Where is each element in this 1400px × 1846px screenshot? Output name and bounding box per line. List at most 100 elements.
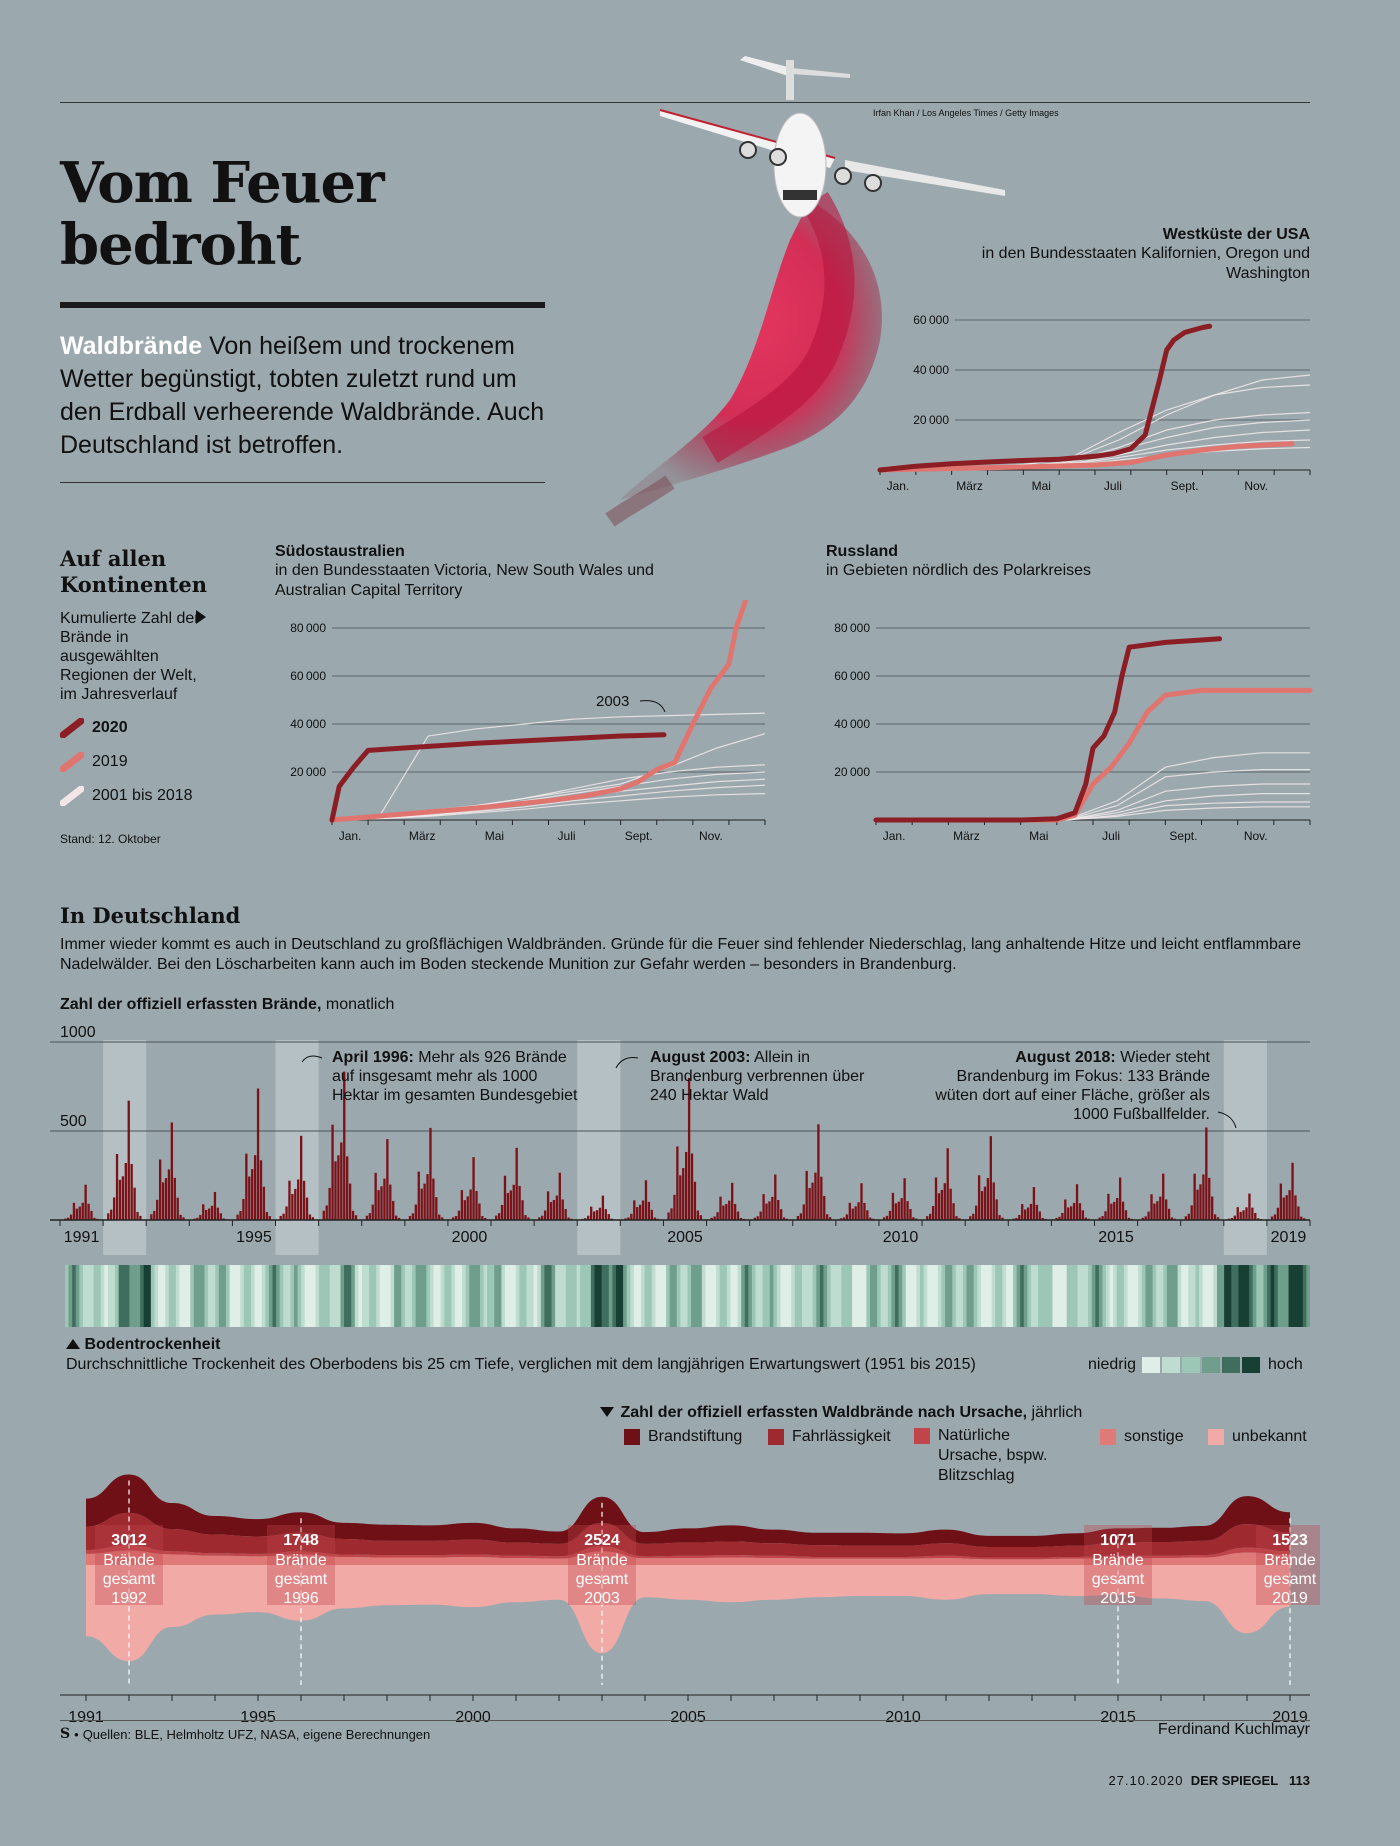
monthly-bar [325,1205,328,1220]
soil-cell [791,1265,796,1327]
monthly-bar [1110,1203,1113,1220]
monthly-bar [952,1203,955,1220]
soil-cell [480,1265,485,1327]
monthly-bar [909,1208,912,1220]
soil-cell [200,1265,206,1327]
soil-cell [937,1265,943,1327]
soil-cell [412,1265,417,1327]
monthly-bar [297,1179,300,1220]
lead-text: Von heißem und trockenem Wetter begünsti… [60,332,545,459]
soil-cell [1234,1265,1240,1327]
soil-cell [966,1265,971,1327]
soil-cell [168,1265,173,1327]
annotation-1996-arrow [301,1055,323,1063]
cause-swatch-brandstiftung [624,1429,640,1445]
x-tick-label: 2000 [452,1229,488,1246]
soil-cell [737,1265,742,1327]
monthly-bar [245,1153,248,1220]
monthly-bar [1104,1211,1107,1220]
australia-chart-heading: Südostaustralien in den Bundesstaaten Vi… [275,543,705,601]
monthly-bar [860,1183,863,1220]
label-backdrop [568,1525,636,1605]
monthly-bar [1164,1199,1168,1220]
monthly-bar [72,1202,76,1220]
soil-cell [848,1265,853,1327]
total-value: 2524 [584,1532,620,1549]
soil-cell [601,1265,606,1327]
soil-cell [115,1265,120,1327]
soil-cell [86,1265,91,1327]
soil-cell [75,1265,80,1327]
monthly-bar [975,1205,978,1220]
monthly-bar [543,1210,547,1220]
annotation-august-2003-bold: August 2003: [650,1049,751,1066]
total-label-line2: gesamt [1264,1571,1317,1588]
soil-cell [887,1265,893,1327]
soil-cell [751,1265,757,1327]
series-line-2001-2018 [331,712,766,821]
total-label-line1: Brände [103,1552,155,1569]
soil-cell [301,1265,306,1327]
legend-item-2019: 2019 [60,752,193,772]
soil-cell [1191,1265,1197,1327]
soil-cell [82,1265,88,1327]
total-year: 2015 [1100,1590,1136,1607]
monthly-bar [1150,1194,1153,1220]
soil-cell [916,1265,921,1327]
firefighting-plane-photo [605,56,1005,527]
monthly-bar [1236,1207,1239,1220]
soil-cell [533,1265,538,1327]
monthly-bar [322,1210,325,1220]
soil-cell [798,1265,803,1327]
x-tick-label: 1995 [240,1709,276,1725]
monthly-bar [1257,1218,1260,1220]
soil-cell [204,1265,209,1327]
monthly-bar [1251,1207,1254,1220]
total-label-line1: Brände [275,1552,327,1569]
monthly-bar [515,1147,518,1220]
soil-cell [676,1265,681,1327]
soil-cell [1181,1265,1186,1327]
soil-cell [748,1265,753,1327]
cause-label-brandstiftung: Brandstiftung [648,1428,743,1445]
legend-swatch-2001-2018 [60,786,84,806]
monthly-bar [161,1182,165,1220]
monthly-bar [392,1200,395,1220]
soil-cell [734,1265,739,1327]
monthly-bar [124,1162,127,1220]
monthly-bar [719,1196,722,1220]
soil-cell [980,1265,986,1327]
monthly-bar [805,1170,808,1220]
monthly-bar [213,1191,217,1220]
soil-cell [640,1265,646,1327]
monthly-bar [205,1209,208,1220]
soil-cell [161,1265,166,1327]
monthly-bar [1167,1208,1171,1220]
soil-cell [322,1265,327,1327]
soil-cell [551,1265,556,1327]
x-tick-label: März [409,829,436,843]
monthly-bar [441,1217,444,1220]
monthly-bar [969,1216,972,1220]
soil-cell [1245,1265,1250,1327]
monthly-bar [383,1178,386,1220]
top-rule [60,102,1310,103]
soil-cell [1081,1265,1086,1327]
monthly-bar [716,1212,719,1220]
monthly-bar [845,1214,849,1220]
legend-swatch-2020 [60,718,84,738]
monthly-bar [1282,1197,1285,1220]
x-tick-label: 2015 [1098,1229,1134,1246]
soil-cell [1213,1265,1218,1327]
monthly-bar [733,1203,737,1220]
monthly-bar [992,1182,995,1220]
soil-cell [877,1265,882,1327]
soil-cell [741,1265,746,1327]
monthly-bar [308,1214,312,1220]
soil-legend-high: hoch [1268,1356,1303,1373]
soil-cell [1206,1265,1211,1327]
y-tick-label: 60 000 [834,669,870,683]
russia-chart-heading: Russland in Gebieten nördlich des Polark… [826,543,1256,581]
y-tick-label: 500 [60,1113,87,1130]
total-label-line2: gesamt [1092,1571,1145,1588]
